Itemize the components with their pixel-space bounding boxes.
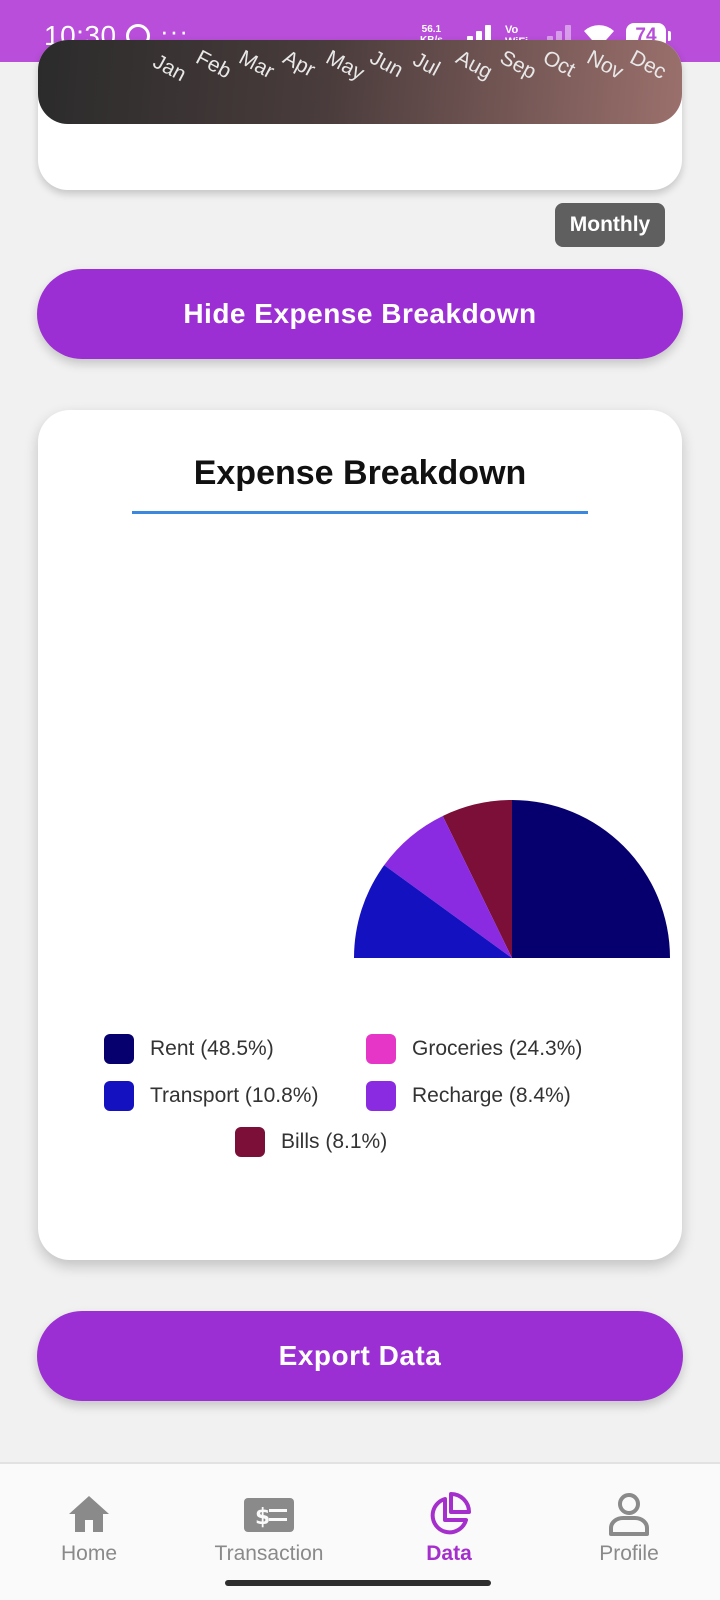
month-label: Sep: [496, 46, 541, 84]
legend-item: Groceries (24.3%): [366, 1034, 582, 1064]
legend-label: Rent (48.5%): [150, 1037, 274, 1060]
legend-item: Rent (48.5%): [104, 1034, 274, 1064]
export-data-button[interactable]: Export Data: [37, 1311, 683, 1401]
svg-text:$: $: [255, 1505, 270, 1530]
nav-item-transaction[interactable]: $ Transaction: [194, 1490, 344, 1566]
legend-label: Recharge (8.4%): [412, 1084, 571, 1107]
chart-title: Expense Breakdown: [193, 454, 527, 492]
legend-label: Transport (10.8%): [150, 1084, 319, 1107]
month-label: Mar: [235, 46, 278, 84]
nav-label-transaction: Transaction: [214, 1542, 324, 1565]
monthly-chart-card: Jan Feb Mar Apr May Jun Jul Aug Sep Oct …: [38, 40, 682, 190]
pie-slice-bills: [442, 800, 512, 958]
month-label: Jan: [149, 50, 190, 87]
pie-slice-recharge: [384, 815, 512, 958]
legend-swatch: [366, 1081, 396, 1111]
month-label: Jun: [366, 46, 407, 83]
hide-expense-breakdown-button[interactable]: Hide Expense Breakdown: [37, 269, 683, 359]
home-icon: [69, 1496, 109, 1532]
bottom-navigation: Home $ Transaction Data Profile: [0, 1462, 720, 1600]
legend-swatch: [366, 1034, 396, 1064]
vo-label: Vo: [505, 24, 519, 36]
nav-label-profile: Profile: [599, 1542, 659, 1565]
expense-pie-chart: [354, 800, 670, 958]
home-indicator[interactable]: [225, 1580, 491, 1586]
legend-swatch: [104, 1034, 134, 1064]
nav-label-data: Data: [426, 1542, 472, 1565]
month-label: Aug: [452, 46, 497, 84]
month-axis-strip: Jan Feb Mar Apr May Jun Jul Aug Sep Oct …: [38, 40, 682, 124]
month-label: Feb: [192, 46, 235, 84]
month-label: Dec: [626, 46, 670, 84]
pie-slice-rent: [512, 800, 670, 958]
legend-swatch: [235, 1127, 265, 1157]
transaction-icon: $: [244, 1498, 294, 1532]
nav-label-home: Home: [60, 1542, 118, 1565]
month-label: May: [322, 46, 369, 85]
month-label: Oct: [539, 46, 579, 82]
wifi-icon: [584, 25, 614, 48]
legend-swatch: [104, 1081, 134, 1111]
legend-item: Recharge (8.4%): [366, 1081, 571, 1111]
month-label: Nov: [583, 46, 627, 84]
nav-item-data[interactable]: Data: [374, 1490, 524, 1566]
profile-icon: [609, 1493, 649, 1536]
legend-label: Bills (8.1%): [281, 1130, 388, 1153]
period-badge[interactable]: Monthly: [555, 203, 665, 247]
title-underline: [132, 511, 588, 514]
network-speed-value: 56.1: [421, 24, 442, 35]
legend-label: Groceries (24.3%): [412, 1037, 583, 1060]
month-label: Apr: [279, 46, 319, 82]
month-label: Jul: [409, 48, 444, 81]
expense-breakdown-card: Expense Breakdown Rent (48.5%) Groceries …: [38, 410, 682, 1260]
nav-item-profile[interactable]: Profile: [554, 1490, 704, 1566]
legend-item: Transport (10.8%): [104, 1081, 318, 1111]
nav-item-home[interactable]: Home: [14, 1490, 164, 1566]
pie-chart-icon: [430, 1492, 471, 1535]
pie-slice-transport: [354, 865, 512, 958]
legend-item: Bills (8.1%): [235, 1127, 387, 1157]
